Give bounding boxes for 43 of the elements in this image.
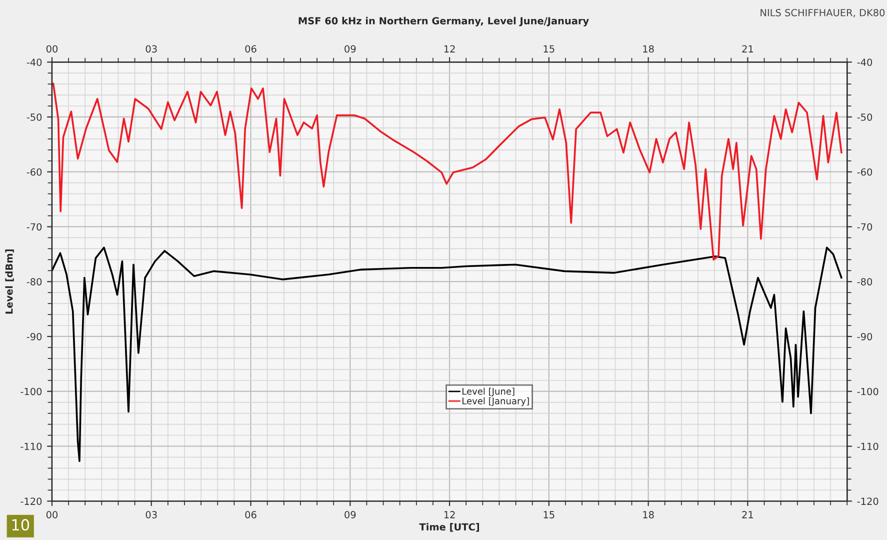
text: 10 — [12, 519, 30, 531]
y2-tick-label: -50 — [857, 113, 872, 121]
text: NILS SCHIFFHAUER, DK80 — [760, 8, 885, 18]
x2-tick-label: 03 — [146, 511, 157, 518]
x2-tick-label: 18 — [643, 511, 654, 518]
x2-tick-label: 21 — [742, 511, 753, 518]
y2-tick-label: -90 — [857, 332, 872, 340]
line-series — [52, 246, 842, 462]
x-tick-label: 06 — [245, 45, 256, 53]
legend-label: Level [January] — [462, 397, 529, 406]
x-tick-label: 21 — [742, 45, 753, 52]
x-tick-label: 12 — [444, 45, 455, 52]
y-tick-label: -80 — [26, 278, 42, 286]
x2-tick-label: 09 — [344, 511, 356, 518]
x-axis-title: Time [UTC] — [419, 523, 480, 532]
x2-tick-label: 12 — [444, 511, 455, 518]
y-tick-label: -100 — [20, 388, 42, 396]
y2-tick-label: -100 — [857, 388, 878, 396]
y-tick-label: -50 — [26, 113, 42, 121]
y2-tick-label: -60 — [857, 168, 872, 176]
x2-tick-label: 06 — [245, 511, 256, 518]
x-tick-label: 15 — [544, 45, 554, 53]
x-tick-label: 18 — [643, 45, 654, 53]
y2-tick-label: -70 — [857, 223, 872, 231]
legend-label: Level [June] — [462, 388, 514, 396]
y2-tick-label: -110 — [857, 442, 878, 450]
chart-title: MSF 60 kHz in Northern Germany, Level June/January — [298, 16, 589, 26]
y-tick-label: -110 — [20, 442, 42, 450]
y-tick-label: -60 — [26, 168, 42, 176]
line-series — [52, 82, 842, 261]
y2-tick-label: -40 — [857, 58, 872, 66]
y-tick-label: -90 — [26, 332, 42, 340]
x2-tick-label: 15 — [544, 511, 554, 518]
y2-tick-label: -80 — [857, 278, 872, 286]
x-tick-label: 03 — [146, 45, 157, 53]
y2-tick-label: -120 — [857, 498, 878, 505]
y-tick-label: -40 — [26, 58, 42, 66]
x2-tick-label: 00 — [46, 511, 58, 518]
x-tick-label: 00 — [46, 45, 58, 53]
x-tick-label: 09 — [344, 45, 356, 53]
y-tick-label: -70 — [26, 223, 42, 231]
y-tick-label: -120 — [20, 498, 42, 505]
y-axis-title: Level [dBm] — [5, 250, 14, 314]
